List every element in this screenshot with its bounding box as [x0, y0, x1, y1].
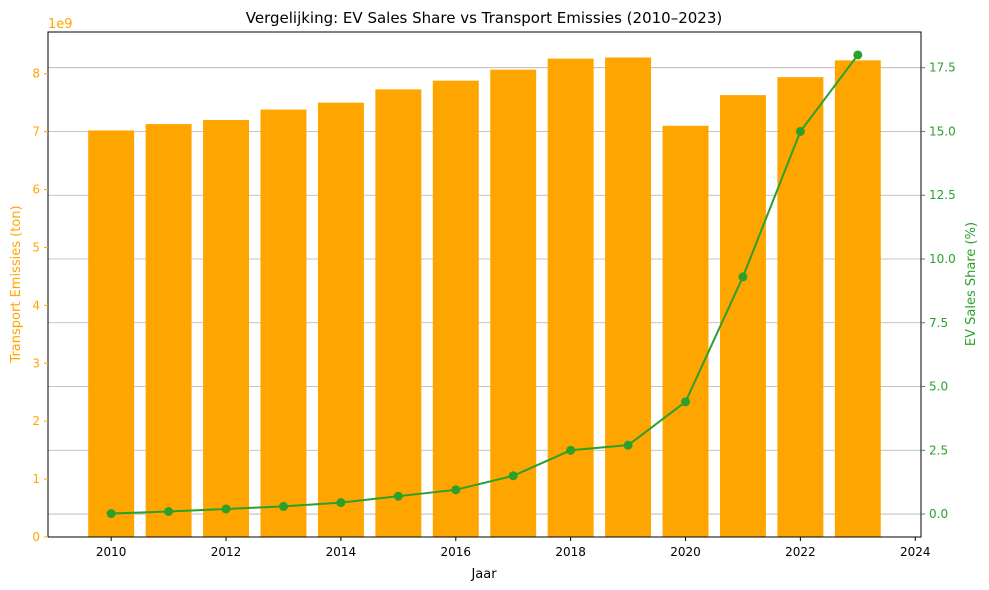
bar [260, 109, 307, 537]
line-point [336, 498, 346, 508]
bar [547, 58, 594, 538]
line-point [278, 501, 288, 511]
y-tick-label-left: 0 [32, 530, 40, 544]
y-tick-label-left: 2 [32, 414, 40, 428]
y-tick-label-right: 15.0 [929, 124, 956, 138]
line-point [164, 506, 174, 516]
line-point [221, 504, 231, 514]
x-tick-label: 2014 [326, 545, 357, 559]
y-tick-label-right: 12.5 [929, 188, 956, 202]
chart-title: Vergelijking: EV Sales Share vs Transpor… [246, 9, 722, 27]
plot-frame [47, 31, 922, 538]
line-point [566, 445, 576, 455]
line-point [681, 397, 691, 407]
y-tick-label-right: 17.5 [929, 61, 956, 75]
y-tick-label-left: 6 [32, 183, 40, 197]
x-tick-label: 2010 [96, 545, 127, 559]
line-point [623, 440, 633, 450]
axes: 2010 2012 2014 2016 2018 2020 2022 2024 0 1 2 3 4 5 6 7… [32, 31, 956, 559]
bar [662, 125, 709, 537]
bar [203, 120, 250, 537]
bar-series [88, 57, 881, 538]
y-axis-label-left: Transport Emissies (ton) [9, 205, 24, 363]
y-tick-label-left: 3 [32, 356, 40, 370]
line-point [508, 471, 518, 481]
line-point [393, 491, 403, 501]
line-point [795, 126, 805, 136]
y-tick-label-right: 10.0 [929, 252, 956, 266]
x-axis-label: Jaar [470, 567, 497, 582]
series-line [111, 54, 859, 515]
y-tick-label-right: 2.5 [929, 443, 948, 457]
bar [317, 102, 364, 537]
bar [490, 69, 537, 538]
grid-lines [48, 67, 921, 515]
y-tick-label-left: 5 [32, 240, 40, 254]
bar [375, 89, 422, 538]
y-tick-label-left: 4 [32, 298, 40, 312]
line-point [106, 509, 116, 519]
x-tick-label: 2018 [555, 545, 586, 559]
line-point [451, 485, 461, 495]
line-series [106, 50, 863, 519]
x-tick-label: 2024 [900, 545, 931, 559]
y-tick-label-left: 8 [32, 67, 40, 81]
y-tick-label-left: 7 [32, 125, 40, 139]
y-tick-label-right: 0.0 [929, 507, 948, 521]
bar [605, 57, 652, 537]
x-tick-label: 2016 [441, 545, 472, 559]
x-tick-label: 2022 [785, 545, 816, 559]
x-tick-label: 2012 [211, 545, 242, 559]
bar [432, 80, 479, 537]
y-axis-label-right: EV Sales Share (%) [964, 222, 979, 346]
x-tick-label: 2020 [670, 545, 701, 559]
bar [834, 60, 881, 538]
line-point [853, 50, 863, 60]
y-tick-label-left: 1 [32, 472, 40, 486]
bar [88, 130, 135, 537]
bar [145, 124, 192, 537]
y-axis-offset-label: 1e9 [48, 17, 73, 32]
line-point [738, 272, 748, 282]
bar [719, 95, 766, 537]
bar [777, 77, 824, 537]
y-tick-label-right: 5.0 [929, 380, 948, 394]
y-tick-label-right: 7.5 [929, 316, 948, 330]
